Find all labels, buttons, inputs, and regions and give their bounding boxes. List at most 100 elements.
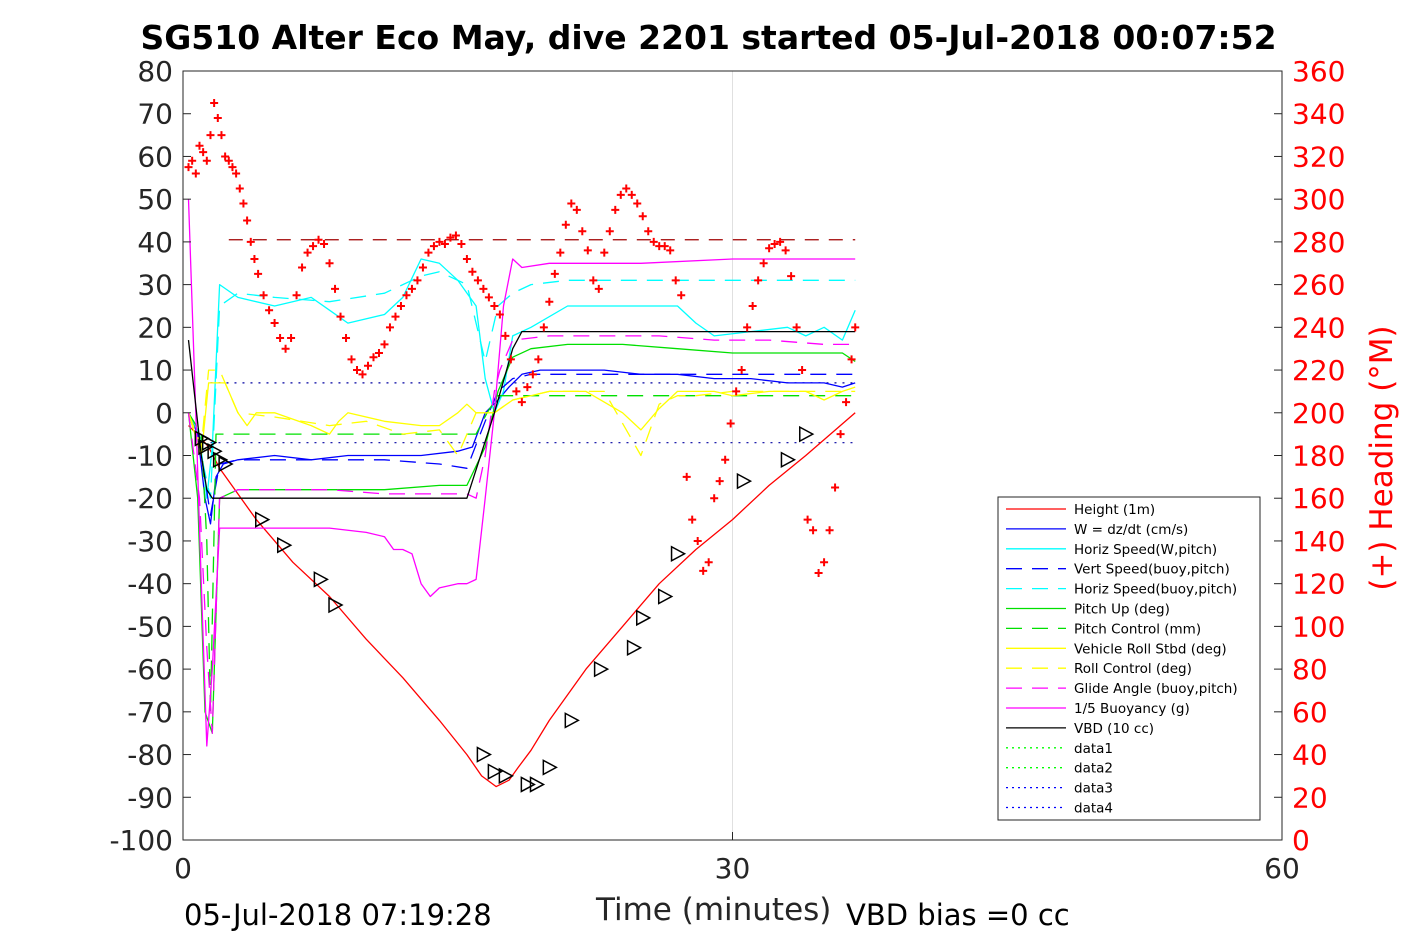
heading-point [776,237,785,246]
series-line-11 [187,330,856,499]
y-tick-label: -40 [127,568,173,601]
y-tick-label: 30 [137,269,173,302]
triangle-marker [198,438,214,456]
heading-point [347,355,356,364]
series-lines [187,199,856,788]
y-right-tick-label: 280 [1292,226,1345,259]
heading-point [616,190,625,199]
triangle-marker [542,759,558,776]
x-axis: 0 30 60 [174,832,1300,885]
triangle-marker [736,472,753,490]
heading-point [484,293,493,302]
heading-point [561,220,570,229]
heading-point [402,291,411,300]
heading-point [358,370,367,379]
heading-point [825,526,834,535]
y-right-tick-label: 100 [1292,610,1345,643]
y-tick-label: -10 [127,440,173,473]
triangle-marker [657,588,674,605]
legend-label: Height (1m) [1074,502,1155,518]
heading-point [213,113,222,122]
y-right-tick-label: 200 [1292,397,1345,430]
legend-label: data4 [1074,801,1113,817]
heading-point [424,248,433,257]
heading-point [693,536,702,545]
x-tick-label: 30 [715,852,751,885]
heading-point [847,355,856,364]
heading-point [803,515,812,524]
heading-point [512,387,521,396]
heading-point [380,340,389,349]
heading-point [391,312,400,321]
y-tick-label: 60 [137,140,173,173]
heading-point [479,284,488,293]
legend: Height (1m) W = dz/dt (cm/s) Horiz Speed(W… [997,496,1261,821]
heading-point [254,269,263,278]
triangle-marker [476,746,492,763]
heading-point [545,297,554,306]
y-right-tick-label: 180 [1292,440,1345,473]
y-axis-right-label: (+) Heading (°M) [1364,325,1400,590]
heading-point [239,199,248,208]
y-tick-label: 70 [137,98,173,131]
y-right-tick-label: 220 [1292,354,1345,387]
triangle-marker [498,767,514,785]
start-timestamp: 05-Jul-2018 07:19:28 [184,898,492,932]
heading-point [831,483,840,492]
y-right-tick-label: 160 [1292,482,1345,515]
y-tick-label: -30 [127,525,173,558]
heading-point [235,184,244,193]
triangle-marker [218,455,234,473]
heading-point [770,240,779,249]
heading-point [572,205,581,214]
legend-label: Roll Control (deg) [1074,661,1192,677]
x-axis-label: Time (minutes) [596,892,832,928]
legend-label: data2 [1074,761,1113,777]
series-line-6 [187,395,856,713]
reference-lines [210,239,856,444]
y-right-tick-label: 80 [1292,653,1328,686]
y-right-tick-label: 60 [1292,696,1328,729]
y-right-tick-label: 260 [1292,269,1345,302]
triangle-marker [328,596,344,614]
series-line-10 [187,199,856,747]
heading-point [699,566,708,575]
x-tick-label: 60 [1264,852,1300,885]
x-tick-label: 0 [174,852,192,885]
heading-point [677,291,686,300]
heading-point [583,246,592,255]
heading-point [644,227,653,236]
heading-point [556,248,565,257]
heading-point [462,254,471,263]
heading-point [649,237,658,246]
triangle-marker [670,545,687,563]
y-axis-left: -100-90-80-70-60-50-40-30-20-10010203040… [109,55,191,857]
triangle-marker [529,776,546,793]
series-line-8 [187,369,856,457]
heading-point [342,334,351,343]
y-right-tick-label: 0 [1292,824,1310,857]
triangle-markers [194,425,815,793]
heading-point [250,254,259,263]
heading-point [495,310,504,319]
heading-point [726,419,735,428]
heading-point [303,248,312,257]
heading-point [374,348,383,357]
heading-point [265,306,274,315]
y-tick-label: 0 [155,397,173,430]
legend-label: Vehicle Roll Stbd (deg) [1074,641,1227,657]
y-tick-label: -90 [127,781,173,814]
heading-point [787,272,796,281]
heading-point [704,558,713,567]
heading-point [534,355,543,364]
legend-box [997,496,1261,821]
triangle-marker [799,425,815,443]
heading-point [473,276,482,285]
legend-label: Horiz Speed(buoy,pitch) [1074,582,1237,598]
vbd-bias-label: VBD bias =0 cc [846,898,1070,932]
y-tick-label: -20 [127,482,173,515]
heading-point [298,263,307,272]
heading-point [836,430,845,439]
y-right-tick-label: 300 [1292,183,1345,216]
